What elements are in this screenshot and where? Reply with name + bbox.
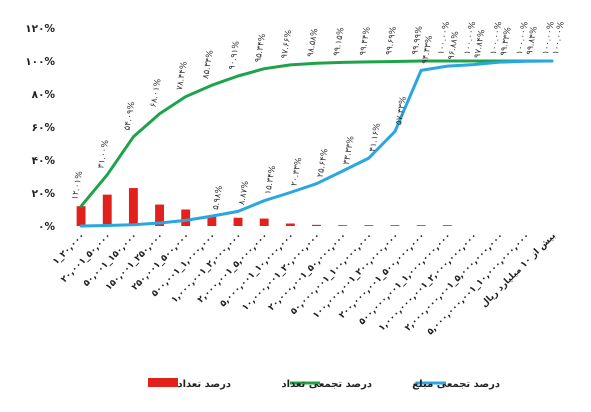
data-label: ۹۴.۳۳% — [420, 35, 435, 65]
data-label: ۲۰.۳۳% — [289, 157, 304, 187]
data-label: ۸۵.۳۴% — [201, 49, 216, 79]
data-label: ۱۵.۳۴% — [263, 165, 278, 195]
bar — [285, 223, 295, 226]
y-tick-label: ۴۰% — [32, 155, 56, 167]
data-labels: ۱۲.۰۱% ۳۱.۰۰% ۵۴.۰۹% ۶۸.۰۱% ۷۸.۴۴% ۸۵.۳۴% ۹۰.۹… — [70, 21, 567, 211]
legend-label: درصد تجمعی مبلغ — [412, 379, 500, 390]
y-tick-label: ۰% — [38, 221, 55, 233]
bar — [312, 224, 321, 226]
data-label: ۹۶.۸۸% — [446, 30, 461, 60]
y-axis: ۰% ۲۰% ۴۰% ۶۰% ۸۰% ۱۰۰% ۱۲۰% — [25, 23, 55, 233]
bar — [364, 225, 374, 226]
bar — [259, 218, 269, 226]
bar — [233, 217, 243, 226]
legend: درصد تعداد درصد تجمعی تعداد درصد تجمعی مبل… — [148, 378, 500, 390]
data-label: ۹۰.۹۱% — [227, 40, 242, 70]
data-label: ۳۱.۰۰% — [96, 139, 111, 169]
bar — [442, 225, 452, 226]
data-label: ۶۸.۰۱% — [149, 78, 164, 108]
y-tick-label: ۲۰% — [32, 188, 56, 200]
y-tick-label: ۶۰% — [32, 122, 56, 134]
legend-label: درصد تعداد — [177, 379, 231, 390]
bar — [416, 225, 426, 226]
data-label: ۹۵.۳۴% — [253, 33, 268, 63]
x-axis: ۱_۲۰,۰۰۰۲۰,۰۰۱_۵۰,۰۰۰۵۰,۰۰۱_۱۵۰,۰۰۰۱۵۰,۰… — [51, 231, 558, 337]
bar — [207, 216, 217, 226]
bar — [181, 209, 191, 226]
legend-label: درصد تجمعی تعداد — [282, 379, 372, 390]
bar — [338, 225, 348, 226]
data-label: ۹۹.۳۳% — [499, 26, 514, 56]
bar — [390, 225, 400, 226]
data-label: ۵۷.۳۳% — [394, 96, 409, 126]
data-label: ۲۵.۶۴% — [316, 148, 331, 178]
series-line — [79, 59, 554, 228]
series-line — [79, 59, 554, 208]
data-label: ۷۸.۴۴% — [175, 61, 190, 91]
legend-swatch — [148, 378, 178, 387]
data-label: ۹۹.۱۵% — [332, 27, 347, 57]
data-label: ۱۲.۰۱% — [70, 170, 85, 200]
bar — [102, 194, 112, 226]
line-series — [79, 59, 554, 228]
y-tick-label: ۸۰% — [32, 89, 56, 101]
data-label: ۸.۸۷% — [237, 180, 251, 206]
data-label: ۳۳.۳۳% — [342, 135, 357, 165]
data-label: ۹۸.۵۸% — [306, 28, 321, 58]
y-tick-label: ۱۰۰% — [25, 56, 55, 68]
bar — [128, 188, 138, 226]
data-label: ۵.۹۸% — [211, 185, 225, 211]
data-label: ۹۷.۶۶% — [279, 29, 294, 59]
data-label: ۹۹.۸۴% — [525, 25, 540, 55]
data-label: ۹۹.۶۹% — [384, 26, 399, 56]
y-tick-label: ۱۲۰% — [25, 23, 55, 35]
bar — [155, 204, 164, 226]
bar-series — [76, 188, 452, 226]
data-label: ۹۷.۸۴% — [473, 29, 488, 59]
data-label: ۹۹.۴۴% — [358, 26, 373, 56]
data-label: ۹۹.۹۹% — [410, 25, 425, 55]
bar — [76, 206, 86, 226]
data-label: ۴۱.۱۶% — [368, 122, 383, 152]
data-label: ۵۴.۰۹% — [123, 101, 138, 131]
